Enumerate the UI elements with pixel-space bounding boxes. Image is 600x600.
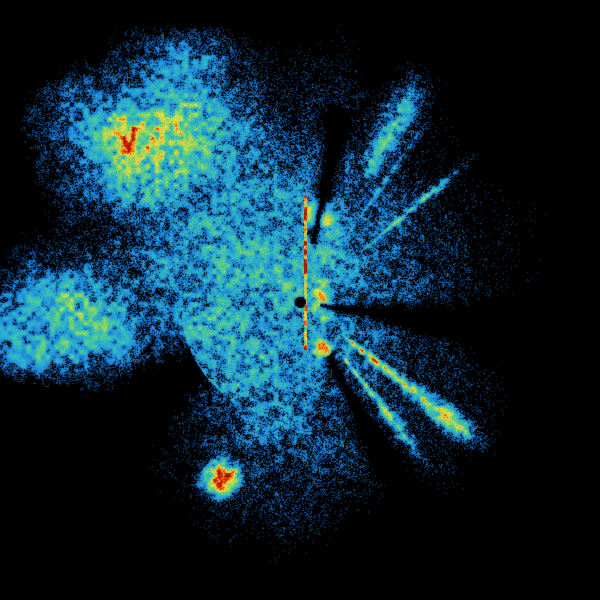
radar-image-canvas: jet-turbo bbox=[0, 0, 600, 600]
reflectivity-field bbox=[0, 0, 600, 600]
